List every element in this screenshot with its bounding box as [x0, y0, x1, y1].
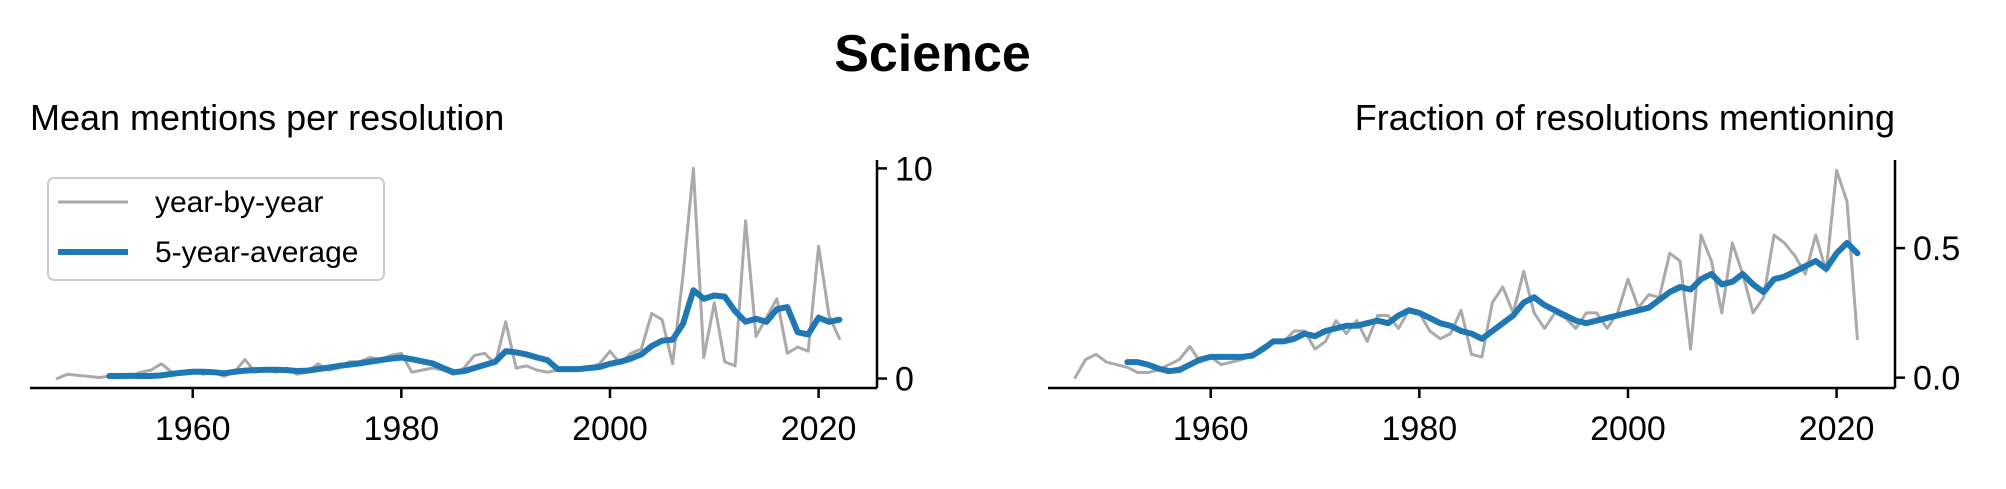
y-tick-label: 0: [895, 361, 914, 399]
x-tick-label: 2000: [572, 410, 648, 448]
legend: year-by-year 5-year-average: [47, 177, 385, 281]
legend-label-5-year-average: 5-year-average: [155, 236, 358, 269]
x-tick-label: 1980: [364, 410, 440, 448]
x-tick-label: 1960: [155, 410, 231, 448]
chart-title-fraction-mentioning: Fraction of resolutions mentioning: [1355, 97, 1895, 138]
y-tick-label: 0.5: [1913, 230, 1960, 268]
legend-label-year-by-year: year-by-year: [155, 186, 323, 219]
x-tick-label: 2020: [781, 410, 857, 448]
x-tick-label: 1960: [1173, 410, 1249, 448]
figure-title: Science: [834, 25, 1031, 83]
x-tick-label: 1980: [1382, 410, 1458, 448]
x-tick-label: 2000: [1590, 410, 1666, 448]
x-tick-label: 2020: [1799, 410, 1875, 448]
y-tick-label: 10: [895, 150, 933, 188]
chart-title-mean-mentions: Mean mentions per resolution: [30, 97, 504, 138]
chart-mean-mentions: Mean mentions per resolution 1960 1980 200…: [30, 97, 933, 448]
series-line-5-year-average: [1124, 239, 1861, 375]
legend-frame: [47, 177, 385, 281]
series-line-5-year-average: [106, 287, 843, 379]
chart-fraction-mentioning: Fraction of resolutions mentioning 1960 1…: [1048, 97, 1960, 448]
y-tick-label: 0.0: [1913, 360, 1960, 398]
